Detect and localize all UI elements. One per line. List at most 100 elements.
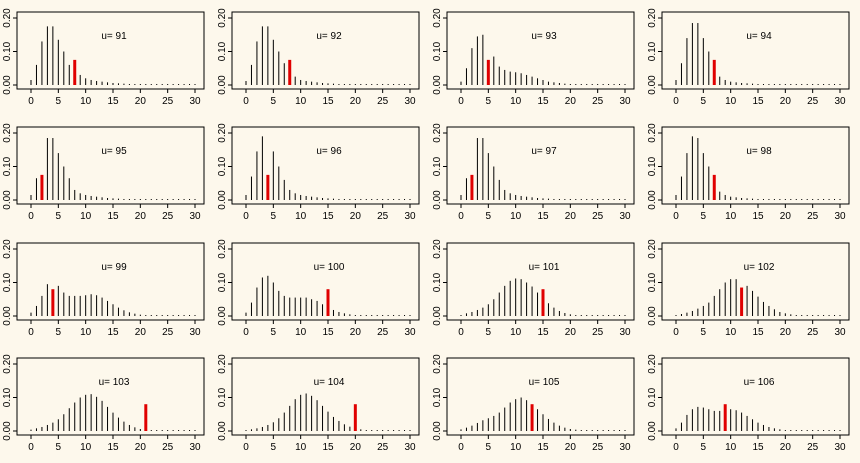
panel-label: u= 103: [99, 377, 130, 388]
x-tick-label: 0: [243, 442, 249, 453]
x-tick-label: 20: [565, 442, 577, 453]
x-tick-label: 15: [322, 211, 334, 222]
panel-label: u= 97: [531, 146, 557, 157]
x-tick-label: 20: [135, 442, 147, 453]
x-tick-label: 30: [189, 442, 201, 453]
y-tick-label: 0.20: [647, 239, 658, 259]
x-tick-label: 10: [725, 442, 737, 453]
x-tick-label: 30: [619, 96, 631, 107]
x-tick-label: 10: [295, 96, 307, 107]
x-tick-label: 25: [377, 211, 389, 222]
x-tick-label: 20: [350, 327, 362, 338]
x-tick-label: 5: [486, 96, 492, 107]
y-tick-label: 0.00: [2, 190, 13, 210]
x-tick-label: 25: [162, 211, 174, 222]
panel-label: u= 106: [744, 377, 775, 388]
panel-9: 0 5 10 15 20 25 30 0.00 0.10 0.20 u= 99: [2, 239, 205, 338]
x-tick-label: 10: [725, 327, 737, 338]
y-tick-label: 0.00: [217, 306, 228, 326]
x-tick-label: 25: [592, 327, 604, 338]
panel-label: u= 102: [744, 262, 775, 273]
x-tick-label: 10: [295, 211, 307, 222]
x-tick-label: 5: [701, 327, 707, 338]
y-tick-label: 0.00: [432, 190, 443, 210]
x-tick-label: 0: [673, 96, 679, 107]
x-tick-label: 10: [510, 442, 522, 453]
y-tick-label: 0.00: [217, 75, 228, 95]
x-tick-label: 5: [56, 211, 62, 222]
x-tick-label: 0: [243, 211, 249, 222]
x-tick-label: 25: [162, 442, 174, 453]
y-tick-label: 0.10: [2, 41, 13, 61]
y-tick-label: 0.10: [647, 387, 658, 407]
panel-label: u= 95: [101, 146, 127, 157]
x-tick-label: 15: [752, 327, 764, 338]
panel-16: 0 5 10 15 20 25 30 0.00 0.10 0.20 u= 106: [647, 354, 850, 453]
plot-frame: [661, 11, 850, 90]
x-tick-label: 30: [834, 327, 846, 338]
plot-frame: [661, 242, 850, 321]
y-tick-label: 0.20: [432, 123, 443, 143]
x-tick-label: 25: [377, 96, 389, 107]
x-tick-label: 0: [673, 211, 679, 222]
x-tick-label: 10: [80, 211, 92, 222]
x-tick-label: 25: [807, 211, 819, 222]
x-tick-label: 10: [80, 96, 92, 107]
y-tick-label: 0.00: [217, 421, 228, 441]
x-tick-label: 25: [592, 96, 604, 107]
x-tick-label: 20: [565, 327, 577, 338]
panel-7: 0 5 10 15 20 25 30 0.00 0.10 0.20 u= 97: [432, 123, 635, 222]
x-tick-label: 20: [135, 327, 147, 338]
x-tick-label: 30: [619, 442, 631, 453]
y-tick-label: 0.00: [432, 421, 443, 441]
x-tick-label: 30: [834, 96, 846, 107]
y-tick-label: 0.10: [217, 272, 228, 292]
y-tick-label: 0.10: [217, 387, 228, 407]
y-tick-label: 0.20: [2, 8, 13, 28]
x-tick-label: 10: [80, 327, 92, 338]
x-tick-label: 5: [56, 96, 62, 107]
plot-frame: [16, 357, 205, 436]
y-tick-label: 0.20: [647, 8, 658, 28]
x-tick-label: 15: [537, 327, 549, 338]
y-tick-label: 0.00: [432, 306, 443, 326]
y-tick-label: 0.20: [432, 239, 443, 259]
x-tick-label: 25: [807, 327, 819, 338]
panel-label: u= 92: [316, 31, 342, 42]
y-tick-label: 0.00: [647, 75, 658, 95]
x-tick-label: 25: [162, 327, 174, 338]
x-tick-label: 25: [162, 96, 174, 107]
panel-3: 0 5 10 15 20 25 30 0.00 0.10 0.20 u= 93: [432, 8, 635, 107]
x-tick-label: 0: [458, 96, 464, 107]
x-tick-label: 20: [565, 211, 577, 222]
x-tick-label: 25: [592, 442, 604, 453]
x-tick-label: 0: [673, 327, 679, 338]
y-tick-label: 0.00: [647, 421, 658, 441]
panel-4: 0 5 10 15 20 25 30 0.00 0.10 0.20 u= 94: [647, 8, 850, 107]
y-tick-label: 0.20: [647, 123, 658, 143]
y-tick-label: 0.10: [217, 156, 228, 176]
x-tick-label: 15: [752, 442, 764, 453]
x-tick-label: 15: [752, 211, 764, 222]
x-tick-label: 15: [752, 96, 764, 107]
x-tick-label: 25: [592, 211, 604, 222]
x-tick-label: 15: [107, 442, 119, 453]
x-tick-label: 0: [458, 211, 464, 222]
x-tick-label: 0: [28, 327, 34, 338]
x-tick-label: 0: [28, 96, 34, 107]
x-tick-label: 0: [673, 442, 679, 453]
x-tick-label: 25: [377, 327, 389, 338]
x-tick-label: 30: [189, 327, 201, 338]
y-tick-label: 0.10: [432, 387, 443, 407]
x-tick-label: 5: [56, 442, 62, 453]
x-tick-label: 25: [807, 442, 819, 453]
x-tick-label: 30: [404, 211, 416, 222]
x-tick-label: 20: [350, 96, 362, 107]
panel-15: 0 5 10 15 20 25 30 0.00 0.10 0.20 u= 105: [432, 354, 635, 453]
panel-5: 0 5 10 15 20 25 30 0.00 0.10 0.20 u= 95: [2, 123, 205, 222]
panel-14: 0 5 10 15 20 25 30 0.00 0.10 0.20 u= 104: [217, 354, 420, 453]
panel-6: 0 5 10 15 20 25 30 0.00 0.10 0.20 u= 96: [217, 123, 420, 222]
x-tick-label: 0: [458, 442, 464, 453]
plot-frame: [446, 357, 635, 436]
y-tick-label: 0.20: [2, 123, 13, 143]
